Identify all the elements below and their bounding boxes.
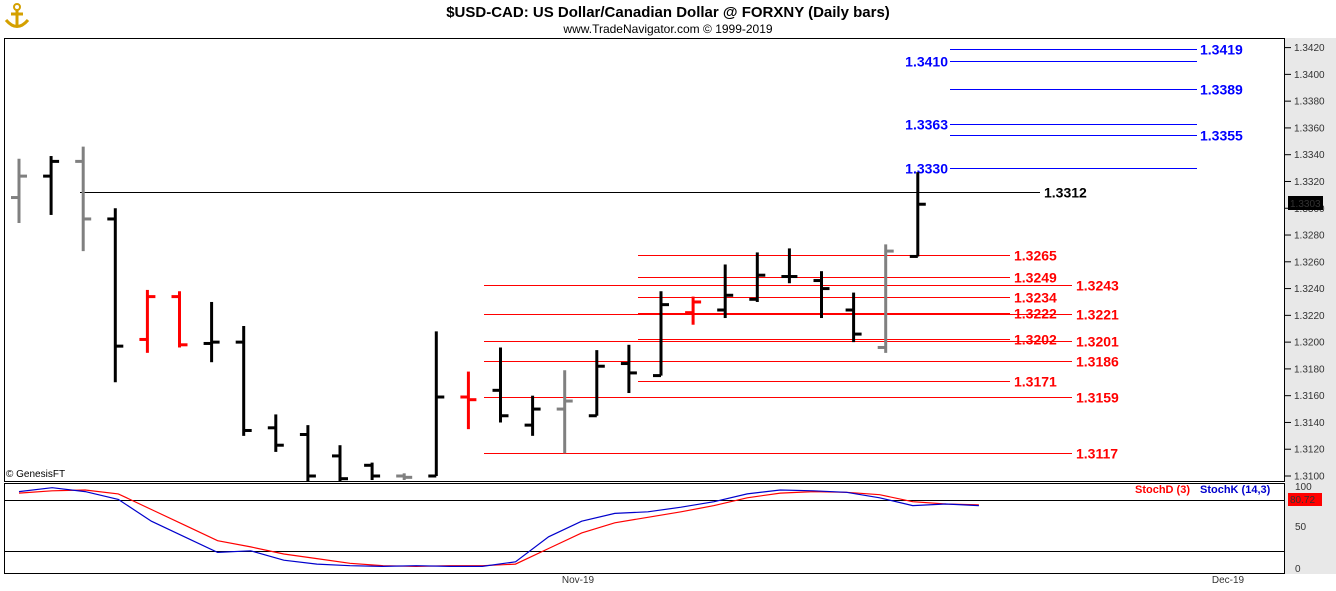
genesis-watermark: © GenesisFT [6,469,65,480]
ohlc-bar [43,156,60,215]
price-tick-label: 1.3260 [1294,257,1325,268]
ohlc-bar [909,172,926,258]
price-bars [11,146,926,481]
red-level-label: 1.3234 [1014,290,1057,306]
ohlc-bar [139,289,156,353]
red-level-label: 1.3159 [1076,390,1119,406]
blue-level-label: 1.3410 [905,54,948,70]
ohlc-bar [749,252,766,302]
red-level-label: 1.3201 [1076,334,1119,350]
price-tick-label: 1.3420 [1294,43,1325,54]
ohlc-bar [11,158,27,223]
price-tick-label: 1.3120 [1294,445,1325,456]
anchor-logo-arms [4,18,30,28]
ohlc-bar [332,445,348,481]
red-level-label: 1.3202 [1014,332,1057,348]
red-level-label: 1.3265 [1014,248,1057,264]
blue-level-label: 1.3355 [1200,128,1243,144]
price-tick-label: 1.3360 [1294,123,1325,134]
ohlc-bar [235,326,252,436]
ohlc-bar [588,350,605,418]
ohlc-bar [524,395,541,436]
blue-level-label: 1.3419 [1200,42,1243,58]
ohlc-bar [845,292,862,343]
ohlc-bar [364,462,381,481]
header: $USD-CAD: US Dollar/Canadian Dollar @ FO… [4,3,890,36]
black-level-label: 1.3312 [1044,185,1087,201]
price-tick-label: 1.3340 [1294,150,1325,161]
ohlc-bar [813,271,830,319]
stoch-last-badge [1288,493,1322,506]
ohlc-bar [492,347,509,423]
stoch-d-line [18,489,979,568]
price-tick-label: 1.3160 [1294,391,1325,402]
stoch-k-line [18,487,979,568]
red-level-label: 1.3186 [1076,354,1119,370]
ohlc-bar [171,291,188,348]
ohlc-bar [781,248,798,284]
ohlc-bar [428,331,445,478]
anchor-logo [4,3,30,28]
blue-level-label: 1.3389 [1200,82,1243,98]
x-label-dec: Dec-19 [1212,575,1245,586]
blue-level-label: 1.3363 [905,117,948,133]
ohlc-bar [653,291,669,378]
red-level-label: 1.3171 [1014,374,1057,390]
price-tick-label: 1.3100 [1294,472,1325,483]
price-axis: 1.3100 1.3120 1.3140 1.3160 1.3180 1.3200 1.32… [1285,43,1325,483]
price-tick-label: 1.3320 [1294,177,1325,188]
price-tick-label: 1.3180 [1294,364,1325,375]
red-level-label: 1.3249 [1014,270,1057,286]
chart-title: $USD-CAD: US Dollar/Canadian Dollar @ FO… [446,4,890,21]
stoch-panel-frame [4,483,1285,574]
red-level-label: 1.3221 [1076,307,1119,323]
ohlc-bar [685,296,702,325]
stochastic-panel: StochD (3) StochK (14,3) 80.72 100 50 0 [5,482,1322,575]
price-tick-label: 1.3240 [1294,284,1325,295]
chart-subtitle: www.TradeNavigator.com © 1999-2019 [562,22,772,36]
x-label-nov: Nov-19 [562,575,595,586]
ohlc-bar [203,301,220,363]
blue-level-label: 1.3330 [905,161,948,177]
ohlc-bar [267,414,284,452]
ohlc-bar [460,371,477,430]
price-panel-frame [4,38,1285,482]
stoch-k-legend: StochK (14,3) [1200,484,1271,496]
stoch-last-value: 80.72 [1290,495,1315,506]
ohlc-bar [717,264,734,319]
ohlc-bar [877,244,894,353]
red-level-label: 1.3243 [1076,278,1119,294]
red-level-label: 1.3117 [1076,446,1118,462]
price-tick-label: 1.3400 [1294,70,1325,81]
price-tick-label: 1.3140 [1294,418,1325,429]
stoch-d-legend: StochD (3) [1135,484,1190,496]
price-tick-label: 1.3220 [1294,311,1325,322]
blue-level-lines: 1.3419 1.3410 1.3389 1.3363 1.3355 1.3330 [905,42,1243,177]
stoch-tick-100: 100 [1295,482,1312,493]
ohlc-bar [396,473,413,481]
ohlc-bar [299,425,316,481]
price-axis-background [1285,38,1336,574]
last-price-value: 1.3303 [1290,199,1321,210]
black-level-line: 1.3312 [80,185,1087,201]
last-price-box: 1.3303 [1288,196,1323,210]
ohlc-bar [620,344,637,393]
ohlc-bar [556,370,573,454]
price-tick-label: 1.3280 [1294,231,1325,242]
stoch-tick-0: 0 [1295,564,1301,575]
price-tick-label: 1.3380 [1294,97,1325,108]
ohlc-bar [75,146,92,252]
price-tick-label: 1.3200 [1294,338,1325,349]
last-price-badge [1288,196,1323,210]
ohlc-bar [107,208,124,383]
red-level-label: 1.3222 [1014,306,1057,322]
stoch-tick-50: 50 [1295,522,1307,533]
